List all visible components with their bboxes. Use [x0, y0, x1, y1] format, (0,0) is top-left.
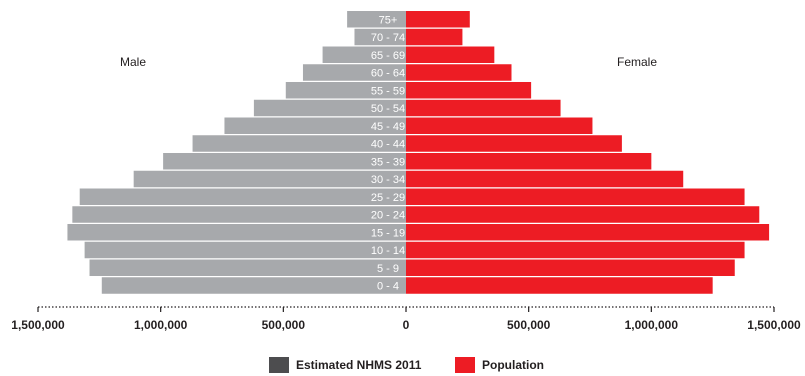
x-tick-label: 1,000,000	[134, 318, 188, 332]
age-group-label: 70 - 74	[371, 32, 405, 44]
bar-female	[406, 277, 713, 294]
age-group-label: 0 - 4	[377, 281, 399, 293]
age-group-label: 20 - 24	[371, 210, 405, 222]
age-group-label: 30 - 34	[371, 174, 405, 186]
age-group-labels: 75+ 70 - 74 65 - 69 60 - 64 55 - 59 50 - 54 45…	[371, 14, 405, 292]
bar-male	[79, 188, 406, 205]
age-group-label: 55 - 59	[371, 85, 405, 97]
bar-male	[72, 206, 406, 223]
bar-male	[224, 117, 406, 134]
legend-label-population: Population	[482, 358, 544, 372]
bar-male	[302, 64, 406, 81]
age-group-label: 5 - 9	[377, 263, 399, 275]
bar-male	[354, 28, 406, 46]
age-group-label: 50 - 54	[371, 103, 405, 115]
x-tick-label: 500,000	[262, 318, 306, 332]
bar-female	[406, 188, 745, 205]
bar-female	[406, 28, 463, 46]
age-group-label: 35 - 39	[371, 156, 405, 168]
bar-male	[101, 277, 406, 294]
bar-male	[89, 259, 407, 276]
bar-male	[322, 46, 406, 63]
x-axis: 1,500,000 1,000,000 500,000 0 500,000 1,000,0…	[11, 306, 801, 332]
age-group-label: 25 - 29	[371, 192, 405, 204]
bar-female	[406, 224, 770, 241]
age-group-label: 15 - 19	[371, 227, 405, 239]
bar-male	[253, 99, 406, 117]
legend-label-estimated: Estimated NHMS 2011	[296, 358, 422, 372]
bar-female	[406, 82, 532, 99]
x-tick-label: 1,500,000	[11, 318, 65, 332]
x-tick-label: 0	[403, 318, 410, 332]
age-group-label: 75+	[379, 14, 398, 26]
x-tick-label: 1,500,000	[747, 318, 801, 332]
bar-female	[406, 153, 652, 170]
bar-female	[406, 259, 735, 276]
bar-male	[133, 170, 406, 188]
bar-female	[406, 170, 684, 188]
bar-female	[406, 117, 593, 134]
female-bars	[406, 11, 770, 294]
legend-swatch-population	[455, 357, 475, 373]
age-group-label: 60 - 64	[371, 68, 405, 80]
x-tick-label: 1,000,000	[625, 318, 679, 332]
male-side-label: Male	[120, 55, 146, 69]
bar-female	[406, 135, 622, 152]
male-bars	[67, 11, 407, 294]
bar-male	[192, 135, 406, 152]
bar-male	[163, 153, 406, 170]
legend: Estimated NHMS 2011 Population	[269, 357, 544, 373]
age-group-label: 65 - 69	[371, 50, 405, 62]
bar-male	[285, 82, 406, 99]
bar-female	[406, 206, 760, 223]
bar-female	[406, 64, 512, 81]
bar-male	[347, 11, 406, 28]
age-group-label: 10 - 14	[371, 245, 405, 257]
female-side-label: Female	[617, 55, 657, 69]
bar-female	[406, 99, 561, 117]
age-group-label: 45 - 49	[371, 121, 405, 133]
bar-male	[84, 241, 406, 259]
age-group-label: 40 - 44	[371, 139, 405, 151]
legend-swatch-estimated	[269, 357, 289, 373]
bar-female	[406, 11, 470, 28]
bar-female	[406, 46, 495, 63]
x-tick-label: 500,000	[507, 318, 551, 332]
bar-female	[406, 241, 745, 259]
bar-male	[67, 224, 406, 241]
